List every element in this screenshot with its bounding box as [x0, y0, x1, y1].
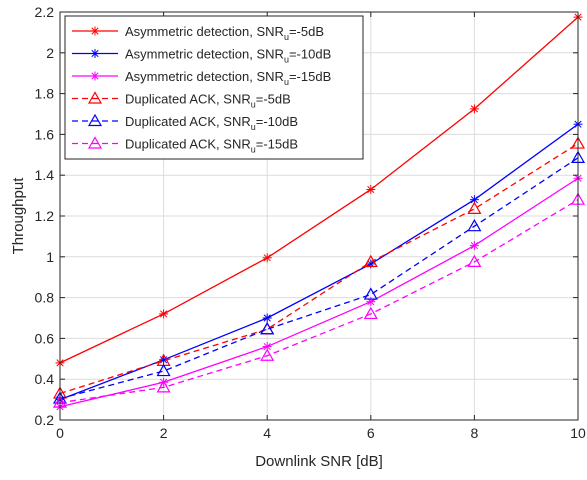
legend: Asymmetric detection, SNRu=-5dBAsymmetri…	[64, 15, 364, 160]
legend-label-subscript: u	[284, 77, 289, 87]
data-point-star	[262, 313, 272, 323]
legend-box	[64, 15, 364, 160]
data-point-triangle	[260, 348, 275, 361]
y-tick-label: 1.4	[35, 167, 55, 183]
x-tick-label: 4	[263, 425, 271, 441]
legend-label-main: Asymmetric detection, SNR	[125, 47, 284, 62]
data-point-triangle	[467, 201, 482, 214]
x-tick-label: 8	[471, 425, 479, 441]
star-stroke	[91, 27, 99, 35]
x-tick-label: 10	[570, 425, 586, 441]
y-tick-label: 1.8	[35, 86, 55, 102]
y-tick-label: 0.4	[35, 371, 55, 387]
star-stroke	[470, 105, 478, 113]
data-point-triangle	[467, 254, 482, 267]
series-line	[59, 16, 579, 364]
data-point-triangle	[467, 218, 482, 232]
data-point-triangle	[260, 322, 275, 335]
legend-label-main: Asymmetric detection, SNR	[125, 69, 284, 84]
legend-marker-star	[90, 49, 100, 58]
legend-label: Asymmetric detection, SNRu=-15dB	[125, 69, 331, 87]
legend-label-subscript: u	[251, 145, 256, 155]
legend-label-subscript: u	[251, 100, 256, 110]
y-tick-label: 0.2	[35, 412, 55, 428]
y-tick-label: 1.2	[35, 208, 55, 224]
legend-marker-star	[90, 26, 100, 36]
star-stroke	[263, 254, 271, 262]
data-point-triangle	[363, 254, 378, 267]
series-line	[59, 143, 579, 395]
legend-label-main: Duplicated ACK, SNR	[125, 114, 251, 129]
series-line	[59, 199, 579, 404]
legend-label: Duplicated ACK, SNRu=-10dB	[125, 114, 298, 132]
data-point-star	[366, 184, 376, 194]
legend-label-subscript: u	[284, 55, 289, 65]
series-5	[52, 150, 586, 404]
y-tick-label: 1.6	[35, 126, 55, 142]
axis-ticks: 0 2 4 6 8 10 0.2 0.4 0.6 0.8 1 1.2 1.4 1.6 1.8 2 2.2	[35, 4, 586, 441]
star-stroke	[263, 342, 271, 351]
star-stroke	[160, 310, 168, 318]
legend-marker-star	[90, 71, 100, 81]
legend-label-main: Asymmetric detection, SNR	[125, 24, 284, 39]
data-point-star	[469, 241, 479, 251]
legend-entry-1: Asymmetric detection, SNRu=-5dB	[72, 24, 324, 42]
legend-label: Duplicated ACK, SNRu=-15dB	[125, 137, 298, 155]
star-stroke	[367, 185, 375, 194]
legend-marker-triangle	[87, 136, 103, 149]
y-tick-label: 1	[46, 249, 54, 265]
data-point-triangle	[156, 380, 171, 393]
y-tick-label: 0.8	[35, 290, 55, 306]
x-axis-label: Downlink SNR [dB]	[255, 453, 383, 470]
x-tick-label: 6	[367, 425, 375, 441]
legend-label-tail: =-15dB	[256, 137, 298, 152]
data-point-triangle	[363, 287, 378, 300]
legend-entry-3: Asymmetric detection, SNRu=-15dB	[72, 69, 331, 87]
legend-entry-4: Duplicated ACK, SNRu=-5dB	[72, 91, 291, 110]
legend-label-subscript: u	[251, 122, 256, 132]
star-stroke	[470, 196, 478, 204]
data-point-star	[469, 104, 479, 114]
star-stroke	[91, 72, 99, 80]
y-axis-label: Throughput	[10, 177, 27, 255]
legend-label: Asymmetric detection, SNRu=-5dB	[125, 24, 324, 42]
star-stroke	[470, 241, 478, 250]
legend-marker-triangle	[87, 113, 103, 127]
series-line	[59, 177, 579, 408]
legend-label-tail: =-15dB	[289, 69, 331, 84]
legend-label: Duplicated ACK, SNRu=-5dB	[125, 92, 291, 110]
y-tick-label: 2	[46, 45, 54, 61]
legend-label-main: Duplicated ACK, SNR	[125, 137, 251, 152]
legend-label-tail: =-5dB	[256, 92, 291, 107]
star-stroke	[91, 49, 99, 58]
legend-label-main: Duplicated ACK, SNR	[125, 92, 251, 107]
series-line	[59, 157, 579, 400]
legend-label-tail: =-5dB	[289, 24, 324, 39]
legend-entry-6: Duplicated ACK, SNRu=-15dB	[72, 136, 298, 155]
data-point-triangle	[156, 363, 171, 377]
data-point-star	[159, 309, 169, 319]
x-tick-label: 0	[56, 425, 64, 441]
legend-entry-2: Asymmetric detection, SNRu=-10dB	[72, 47, 331, 65]
legend-label: Asymmetric detection, SNRu=-10dB	[125, 47, 331, 65]
legend-label-tail: =-10dB	[256, 114, 298, 129]
x-tick-label: 2	[160, 425, 168, 441]
legend-label-tail: =-10dB	[289, 47, 331, 62]
data-point-triangle	[363, 306, 378, 320]
star-stroke	[263, 314, 271, 322]
legend-marker-triangle	[87, 91, 103, 104]
data-point-star	[262, 253, 272, 263]
legend-entry-5: Duplicated ACK, SNRu=-10dB	[72, 113, 298, 132]
legend-label-subscript: u	[284, 32, 289, 42]
y-tick-label: 2.2	[35, 4, 55, 20]
y-tick-label: 0.6	[35, 330, 55, 346]
